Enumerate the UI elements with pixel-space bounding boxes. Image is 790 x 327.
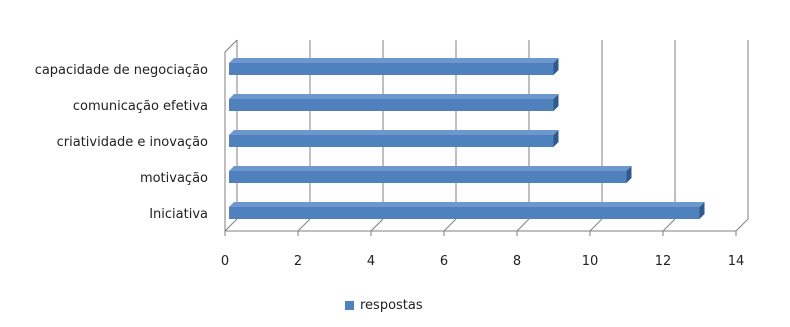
category-labels: capacidade de negociação comunicação efet… [35,63,208,222]
legend-swatch [345,301,354,310]
legend-label: respostas [360,298,423,313]
bar-end [626,166,632,183]
x-tick-label: 4 [367,254,375,269]
bar-end [699,202,705,219]
bars [229,58,705,219]
bar-top [229,130,559,135]
x-tick-label: 12 [655,254,672,269]
floor-line [443,218,457,232]
floor-line [662,218,676,232]
x-tick-label: 2 [294,254,302,269]
floor-line [516,218,530,232]
bar-top [229,166,632,171]
x-tick-label: 14 [728,254,745,269]
x-tick-label: 6 [440,254,448,269]
category-label: comunicação efetiva [73,99,208,114]
floor-line [370,218,384,232]
category-label: capacidade de negociação [35,63,208,78]
left-wall-edge [224,39,238,231]
floor-line [735,218,749,232]
bar-end [553,58,559,75]
category-label: Iniciativa [149,207,208,222]
floor-line [224,218,238,232]
bar-top [229,58,559,63]
x-tick-label: 8 [513,254,521,269]
bar [229,207,700,219]
category-label: criatividade e inovação [57,135,208,150]
category-label: motivação [140,171,208,186]
legend: respostas [345,298,423,313]
bar-top [229,94,559,99]
bar-top [229,202,705,207]
x-tick-label: 0 [221,254,229,269]
chart-walls [224,39,736,232]
x-axis-ticks: 0 2 4 6 8 10 12 14 [221,231,744,269]
bar-end [553,94,559,111]
floor-line [297,218,311,232]
bar [229,135,554,147]
bar [229,99,554,111]
x-tick-label: 10 [582,254,599,269]
bar-end [553,130,559,147]
floor-line [589,218,603,232]
bar [229,63,554,75]
bar [229,171,627,183]
